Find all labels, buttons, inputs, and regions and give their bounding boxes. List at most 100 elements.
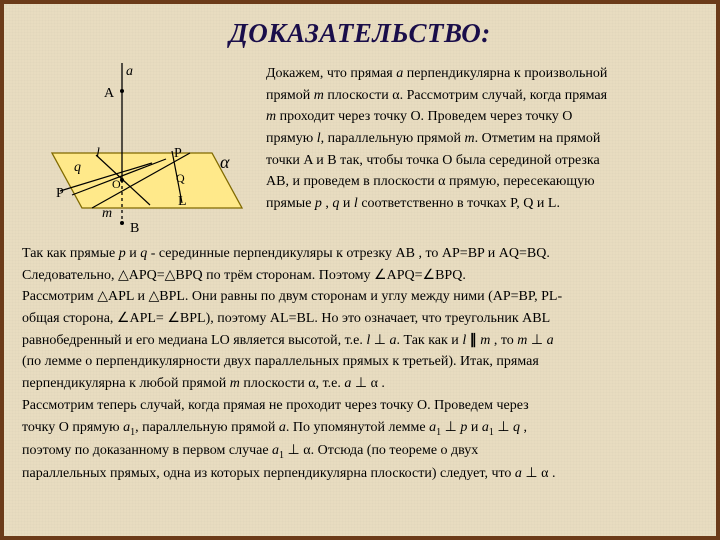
line-15: Рассмотрим теперь случай, когда прямая н… xyxy=(22,395,698,417)
t: APQ= xyxy=(387,268,423,283)
perp-icon xyxy=(288,443,300,458)
sym-a: a xyxy=(344,376,351,391)
triangle-icon xyxy=(118,268,129,283)
t: соответственно в точках P, Q и L. xyxy=(358,196,560,211)
angle-icon xyxy=(167,311,180,326)
sym-a1: a xyxy=(272,443,279,458)
point-B xyxy=(120,221,124,225)
t: BPQ. xyxy=(435,268,466,283)
sym-m: m xyxy=(480,333,490,348)
label-L: L xyxy=(178,191,187,213)
angle-icon xyxy=(423,268,436,283)
sym-q: q xyxy=(513,420,520,435)
sym-p: p xyxy=(119,246,126,261)
t: . Отсюда (по теореме о двух xyxy=(311,443,479,458)
perp-icon xyxy=(445,420,457,435)
t: BPL. Они равны по двум сторонам и углу м… xyxy=(159,289,562,304)
sym-alpha: α xyxy=(371,376,378,391)
angle-icon xyxy=(374,268,387,283)
t: равнобедренный и его медиана LO является… xyxy=(22,333,366,348)
angle-icon xyxy=(117,311,130,326)
perp-icon xyxy=(525,466,537,481)
line-11: общая сторона, APL= BPL), поэтому AL=BL.… xyxy=(22,308,698,330)
line-14: перпендикулярна к любой прямой m плоскос… xyxy=(22,373,698,395)
sub-1: 1 xyxy=(489,426,494,437)
line-12: равнобедренный и его медиана LO является… xyxy=(22,330,698,352)
label-l: l xyxy=(96,143,100,165)
t: , т.е. xyxy=(316,376,345,391)
t: . Так как и xyxy=(396,333,462,348)
t: . xyxy=(378,376,385,391)
t: , то xyxy=(490,333,517,348)
t: перпендикулярна к произвольной xyxy=(403,66,607,81)
content-area: a A l q P O m B P Q L α Докажем, что пря… xyxy=(22,63,698,485)
sym-m: m xyxy=(230,376,240,391)
perp-icon xyxy=(497,420,509,435)
line-18: параллельных прямых, одна из которых пер… xyxy=(22,463,698,485)
sym-alpha: α xyxy=(392,88,399,103)
t: Рассмотрим xyxy=(22,289,97,304)
sub-1: 1 xyxy=(279,450,284,461)
t: точку O прямую xyxy=(22,420,123,435)
point-A xyxy=(120,89,124,93)
t: . Рассмотрим случай, когда прямая xyxy=(400,88,608,103)
t: плоскости xyxy=(240,376,308,391)
line-16: точку O прямую a1, параллельную прямой a… xyxy=(22,417,698,440)
t: APQ= xyxy=(129,268,165,283)
line-17: поэтому по доказанному в первом случае a… xyxy=(22,440,698,463)
label-Q: Q xyxy=(176,169,185,188)
label-a: a xyxy=(126,61,133,83)
page-title: ДОКАЗАТЕЛЬСТВО: xyxy=(22,18,698,49)
sym-l: l xyxy=(366,333,370,348)
label-P-right: P xyxy=(174,143,182,165)
t: Следовательно, xyxy=(22,268,118,283)
sym-l: l xyxy=(462,333,466,348)
sym-m: m xyxy=(266,109,276,124)
label-O: O xyxy=(112,175,121,194)
t: BPL), поэтому AL=BL. Но это означает, чт… xyxy=(180,311,550,326)
label-A: A xyxy=(104,83,114,105)
proof-page: ДОКАЗАТЕЛЬСТВО: xyxy=(0,0,720,540)
sym-a: a xyxy=(547,333,554,348)
perp-icon xyxy=(355,376,367,391)
t: прямую, пересекающую xyxy=(445,174,594,189)
t: - серединные перпендикуляры к отрезку AB… xyxy=(147,246,550,261)
label-P-left: P xyxy=(56,183,64,205)
sym-a1: a xyxy=(482,420,489,435)
label-B: B xyxy=(130,218,139,240)
line-9: Следовательно, APQ= BPQ по трём сторонам.… xyxy=(22,265,698,287)
t: , параллельную прямой xyxy=(321,131,465,146)
sym-p: p xyxy=(315,196,322,211)
t: прямую xyxy=(266,131,317,146)
t: , xyxy=(520,420,527,435)
line-10: Рассмотрим APL и BPL. Они равны по двум … xyxy=(22,286,698,308)
perp-icon xyxy=(374,333,386,348)
sym-alpha: α xyxy=(308,376,315,391)
sub-1: 1 xyxy=(436,426,441,437)
sym-alpha: α xyxy=(303,443,310,458)
sym-a: a xyxy=(279,420,286,435)
t: и xyxy=(126,246,141,261)
sym-m: m xyxy=(464,131,474,146)
perp-icon xyxy=(531,333,543,348)
t: BPQ по трём сторонам. Поэтому xyxy=(175,268,374,283)
label-alpha: α xyxy=(220,149,229,177)
t: APL и xyxy=(108,289,148,304)
t: параллельных прямых, одна из которых пер… xyxy=(22,466,515,481)
sym-m: m xyxy=(314,88,324,103)
t: общая сторона, xyxy=(22,311,117,326)
t: Докажем, что прямая xyxy=(266,66,396,81)
triangle-icon xyxy=(165,268,176,283)
t: AB, и проведем в плоскости xyxy=(266,174,438,189)
t: плоскости xyxy=(324,88,392,103)
t: и xyxy=(339,196,354,211)
figure-svg xyxy=(22,63,252,243)
t: , xyxy=(322,196,333,211)
parallel-icon xyxy=(470,333,477,348)
triangle-icon xyxy=(148,289,159,304)
triangle-icon xyxy=(97,289,108,304)
t: прямые xyxy=(266,196,315,211)
t: прямой xyxy=(266,88,314,103)
line-13: (по лемме о перпендикулярности двух пара… xyxy=(22,351,698,373)
t: . По упомянутой лемме xyxy=(286,420,429,435)
